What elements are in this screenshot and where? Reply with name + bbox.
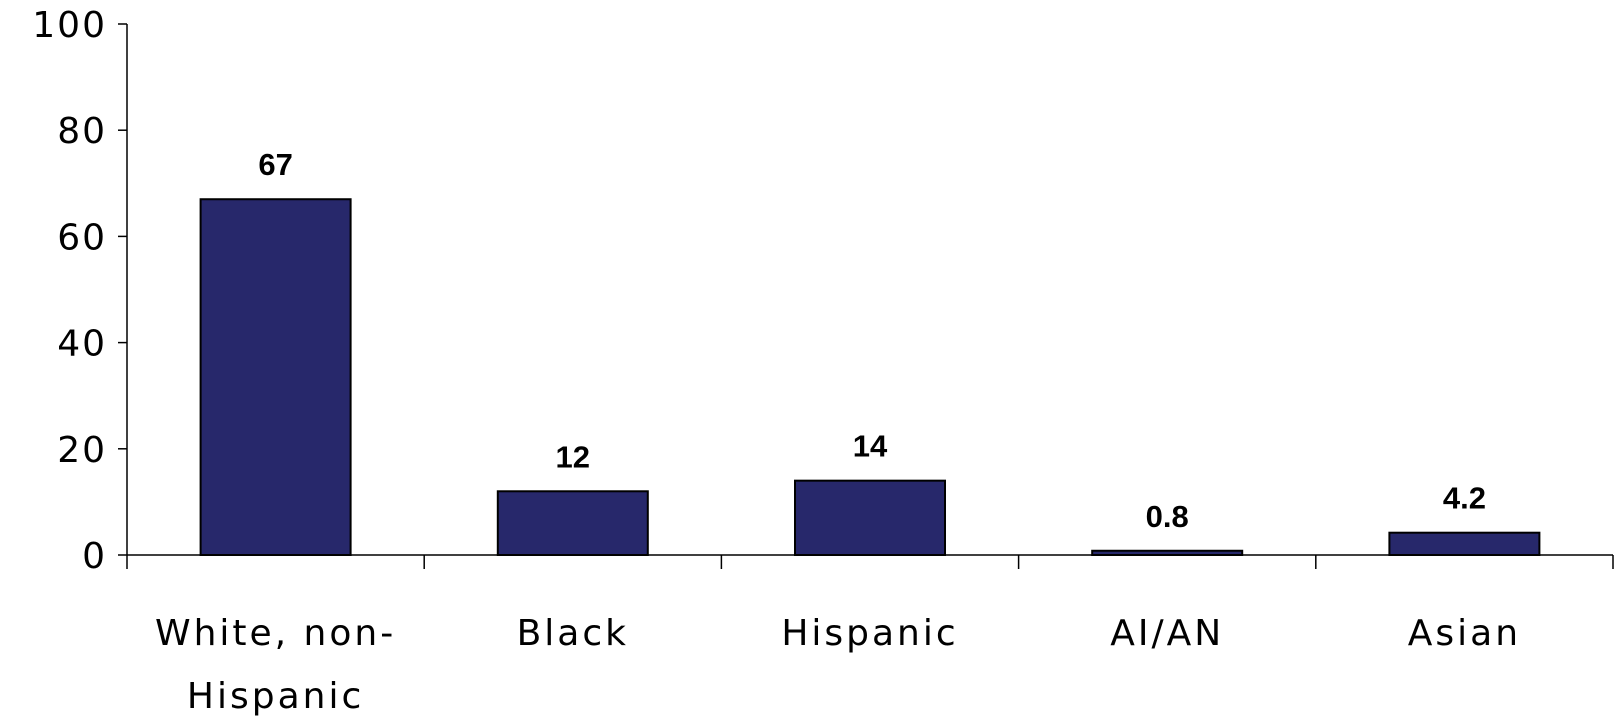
bars bbox=[199, 198, 1541, 557]
bar bbox=[199, 198, 352, 556]
data-labels: 67 12 14 0.8 4.2 bbox=[258, 147, 1486, 534]
bar bbox=[794, 479, 946, 556]
category-label: Asian bbox=[1408, 613, 1521, 654]
bar bbox=[1091, 549, 1244, 557]
data-label: 67 bbox=[258, 147, 292, 182]
y-tick-label: 0 bbox=[82, 536, 107, 577]
x-axis bbox=[126, 554, 1614, 569]
bar bbox=[1388, 531, 1541, 556]
category-labels: White, non- Hispanic Black Hispanic AI/AN Asi… bbox=[155, 613, 1521, 717]
data-label: 12 bbox=[556, 439, 590, 474]
category-label: Hispanic bbox=[187, 676, 364, 717]
category-label: White, non- bbox=[155, 613, 396, 654]
category-label: Hispanic bbox=[781, 613, 958, 654]
y-tick-label: 20 bbox=[57, 430, 107, 471]
y-tick-label: 80 bbox=[57, 111, 107, 152]
y-tick-label: 40 bbox=[57, 324, 107, 365]
y-tick-label: 100 bbox=[32, 5, 107, 46]
data-label: 0.8 bbox=[1146, 499, 1189, 534]
category-label: AI/AN bbox=[1110, 613, 1224, 654]
bar bbox=[496, 490, 649, 556]
data-label: 4.2 bbox=[1443, 481, 1486, 516]
y-axis: 0 20 40 60 80 100 bbox=[32, 5, 128, 577]
category-label: Black bbox=[517, 613, 629, 654]
data-label: 14 bbox=[853, 429, 888, 464]
y-tick-label: 60 bbox=[57, 217, 107, 258]
